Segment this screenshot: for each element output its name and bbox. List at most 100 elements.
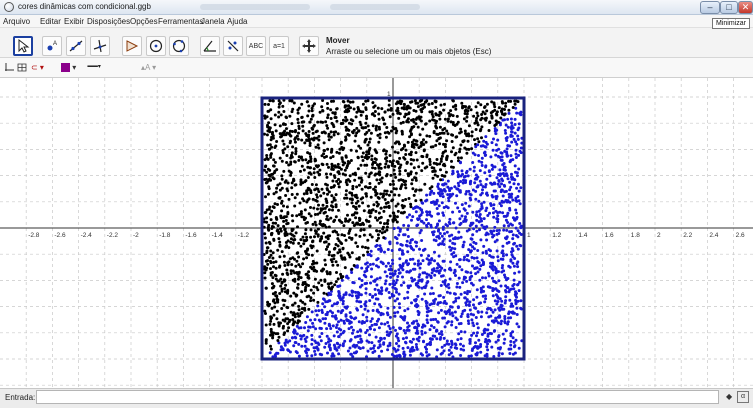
menu-exibir[interactable]: Exibir <box>64 17 85 26</box>
point-upper <box>458 131 462 135</box>
tool-move-graphics-view[interactable] <box>299 36 319 56</box>
point-lower <box>379 337 383 340</box>
point-upper <box>291 145 295 149</box>
point-lower <box>387 261 390 265</box>
tool-point[interactable]: A <box>42 36 62 56</box>
point-lower <box>425 307 429 310</box>
point-lower <box>399 265 403 269</box>
tool-polygon[interactable] <box>122 36 142 56</box>
minimize-button[interactable]: – <box>700 1 720 14</box>
point-lower <box>379 247 383 250</box>
point-lower <box>371 294 375 298</box>
virtual-keyboard-icon[interactable]: α <box>737 391 749 403</box>
point-lower <box>461 181 465 185</box>
show-axes-toggle[interactable] <box>4 63 14 72</box>
point-upper <box>308 120 312 124</box>
point-lower <box>361 313 365 317</box>
point-lower <box>511 284 515 288</box>
point-upper <box>336 182 340 186</box>
input-field[interactable] <box>36 390 719 404</box>
point-upper <box>305 295 309 299</box>
point-upper <box>287 260 291 264</box>
tool-text[interactable]: ABC <box>246 36 266 56</box>
point-upper <box>419 188 423 192</box>
point-upper <box>339 141 343 145</box>
point-upper <box>355 126 359 130</box>
point-upper <box>366 250 370 254</box>
point-lower <box>335 323 339 327</box>
tool-move[interactable] <box>13 36 33 56</box>
input-help-icon[interactable]: ◆ <box>726 392 733 401</box>
point-lower <box>425 210 429 214</box>
point-upper <box>297 319 301 323</box>
close-button[interactable]: ✕ <box>738 1 753 14</box>
graphics-canvas[interactable]: -2.8 -2.6 -2.4 -2.2 -2 -1.8 -1.6 -1.4 -1.2 1.2 1.4… <box>0 78 753 388</box>
point-lower <box>432 302 436 305</box>
point-lower <box>475 256 479 260</box>
point-lower <box>479 315 483 319</box>
point-lower <box>504 236 507 240</box>
point-lower <box>418 273 422 277</box>
maximize-button[interactable]: □ <box>720 1 738 14</box>
menu-ferramentas[interactable]: Ferramentas <box>158 17 204 26</box>
menu-ajuda[interactable]: Ajuda <box>227 17 248 26</box>
menu-janela[interactable]: Janela <box>201 17 225 26</box>
point-lower <box>430 286 434 290</box>
menu-arquivo[interactable]: Arquivo <box>3 17 31 26</box>
point-upper <box>375 178 379 182</box>
label-style-dropdown[interactable]: ▴A ▾ <box>141 63 161 72</box>
point-upper <box>316 143 320 147</box>
tool-circle-three-points[interactable] <box>169 36 189 56</box>
tool-circle[interactable] <box>146 36 166 56</box>
point-lower <box>314 346 318 350</box>
point-upper <box>445 139 449 143</box>
point-upper <box>304 158 308 162</box>
point-lower <box>512 182 516 186</box>
point-lower <box>411 215 415 219</box>
color-picker[interactable]: ▾ <box>61 63 78 72</box>
point-upper <box>327 134 331 138</box>
point-lower <box>408 241 412 245</box>
point-upper <box>291 303 295 307</box>
menu-editar[interactable]: Editar <box>40 17 61 26</box>
point-upper <box>306 176 310 179</box>
point-upper <box>269 271 273 275</box>
point-upper <box>280 281 284 285</box>
point-upper <box>305 200 309 204</box>
point-lower <box>495 249 499 253</box>
line-style-dropdown[interactable]: ▪▪▪▪▪▪▪▪▪ ▾ <box>87 63 137 72</box>
tool-line[interactable] <box>66 36 86 56</box>
show-grid-toggle[interactable] <box>17 63 27 72</box>
point-upper <box>290 227 294 231</box>
tool-angle[interactable] <box>200 36 220 56</box>
point-upper <box>264 241 268 245</box>
point-upper <box>333 112 337 116</box>
point-upper <box>344 135 348 139</box>
point-lower <box>484 135 488 139</box>
tool-perpendicular[interactable] <box>90 36 110 56</box>
menu-disposicoes[interactable]: Disposições <box>87 17 131 26</box>
point-lower <box>401 268 405 272</box>
point-upper <box>263 271 267 275</box>
unit-square-border[interactable] <box>260 96 526 361</box>
point-upper <box>273 113 277 117</box>
point-upper <box>322 231 326 235</box>
point-lower <box>337 284 340 288</box>
point-lower <box>295 351 299 355</box>
point-capture-dropdown[interactable]: ⊂ ▾ <box>31 63 45 72</box>
point-lower <box>506 320 510 324</box>
tool-reflect[interactable] <box>223 36 243 56</box>
point-upper <box>421 127 425 131</box>
point-upper <box>387 165 390 169</box>
mode-name: Mover <box>326 36 350 45</box>
tool-slider[interactable]: a=1 <box>269 36 289 56</box>
menu-opcoes[interactable]: Opções <box>130 17 158 26</box>
point-lower <box>413 206 417 210</box>
point-lower <box>400 249 404 253</box>
point-lower <box>411 278 415 282</box>
point-lower <box>365 261 369 265</box>
graphics-view[interactable]: -2.8 -2.6 -2.4 -2.2 -2 -1.8 -1.6 -1.4 -1.2 1.2 1.4… <box>0 78 753 388</box>
point-upper <box>378 132 382 136</box>
point-lower <box>348 346 352 350</box>
point-upper <box>374 128 378 132</box>
